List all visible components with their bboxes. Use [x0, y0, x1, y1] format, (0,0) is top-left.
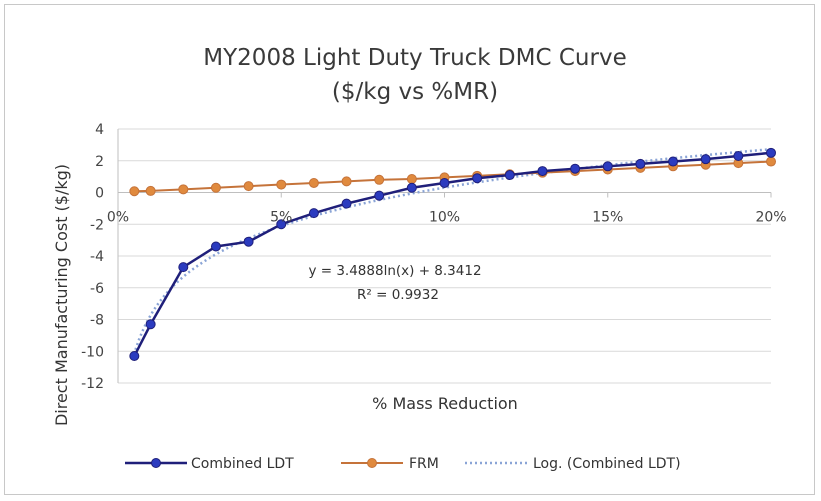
data-point-combined-ldt [733, 150, 744, 161]
data-point-combined-ldt [570, 163, 581, 174]
data-point-combined-ldt [374, 190, 385, 201]
legend-item-log-trend: Log. (Combined LDT) [465, 456, 681, 472]
data-point-combined-ldt [308, 208, 319, 219]
legend-item-combined-ldt: Combined LDT [125, 456, 294, 472]
y-axis-title: Direct Manufacturing Cost ($/kg) [52, 164, 71, 426]
legend-label-frm: FRM [409, 456, 439, 472]
data-point-frm [766, 156, 776, 167]
legend-item-frm: FRM [341, 456, 439, 472]
data-point-combined-ldt [243, 236, 254, 247]
y-tick-label: 4 [95, 122, 104, 138]
data-point-combined-ldt [472, 173, 483, 184]
data-point-frm [406, 174, 417, 185]
y-tick-label: -12 [81, 376, 104, 392]
series-layer [129, 147, 776, 362]
data-point-combined-ldt [504, 170, 515, 181]
data-point-frm [243, 181, 254, 192]
chart-subtitle: ($/kg vs %MR) [332, 79, 498, 105]
data-point-frm [210, 182, 221, 193]
legend: Combined LDT FRM Log. (Combined LDT) [125, 456, 681, 472]
y-tick-label: -10 [81, 344, 104, 360]
data-point-combined-ldt [341, 198, 352, 209]
data-point-frm [308, 177, 319, 188]
chart-title: MY2008 Light Duty Truck DMC Curve [203, 45, 626, 71]
tick-labels: 4 2 0 -2 -4 -6 -8 -10 -12 0% 5% 10% 15% 20% [81, 122, 786, 392]
chart-svg: MY2008 Light Duty Truck DMC Curve ($/kg … [52, 45, 787, 472]
y-tick-label: -6 [90, 281, 104, 297]
data-point-combined-ldt [406, 182, 417, 193]
x-axis-title: % Mass Reduction [372, 394, 518, 413]
y-tick-label: -8 [90, 313, 104, 329]
r-squared-label: R² = 0.9932 [357, 287, 439, 303]
data-point-frm [276, 179, 287, 190]
data-point-frm [129, 186, 140, 197]
chart-frame: MY2008 Light Duty Truck DMC Curve ($/kg … [4, 4, 815, 495]
x-tick-label: 15% [592, 210, 623, 226]
legend-label-log-trend: Log. (Combined LDT) [533, 456, 681, 472]
data-point-frm [145, 185, 156, 196]
data-point-combined-ldt [635, 158, 646, 169]
y-tick-label: -2 [90, 217, 104, 233]
legend-marker-combined-ldt [151, 458, 161, 468]
y-tick-label: 2 [95, 154, 104, 170]
data-point-combined-ldt [145, 319, 156, 330]
x-tick-label: 10% [429, 210, 460, 226]
y-tick-label: -4 [90, 249, 104, 265]
data-point-frm [341, 176, 352, 187]
data-point-combined-ldt [129, 351, 140, 362]
legend-marker-frm [367, 458, 377, 468]
data-point-combined-ldt [210, 241, 221, 252]
data-point-frm [178, 184, 189, 195]
data-point-combined-ldt [700, 154, 711, 165]
trendline-equation: y = 3.4888ln(x) + 8.3412 [308, 263, 481, 279]
x-tick-label: 5% [270, 210, 292, 226]
legend-label-combined-ldt: Combined LDT [191, 456, 294, 472]
series-line-combined-ldt [133, 151, 772, 357]
data-point-combined-ldt [276, 219, 287, 230]
data-point-combined-ldt [766, 147, 776, 158]
x-tick-label: 0% [107, 210, 129, 226]
y-tick-label: 0 [95, 186, 104, 202]
data-point-combined-ldt [668, 156, 679, 167]
data-point-combined-ldt [537, 166, 548, 177]
data-point-combined-ldt [439, 177, 450, 188]
data-point-frm [374, 174, 385, 185]
data-point-combined-ldt [602, 161, 613, 172]
axes [117, 129, 772, 383]
x-tick-label: 20% [755, 210, 786, 226]
data-point-combined-ldt [178, 262, 189, 273]
